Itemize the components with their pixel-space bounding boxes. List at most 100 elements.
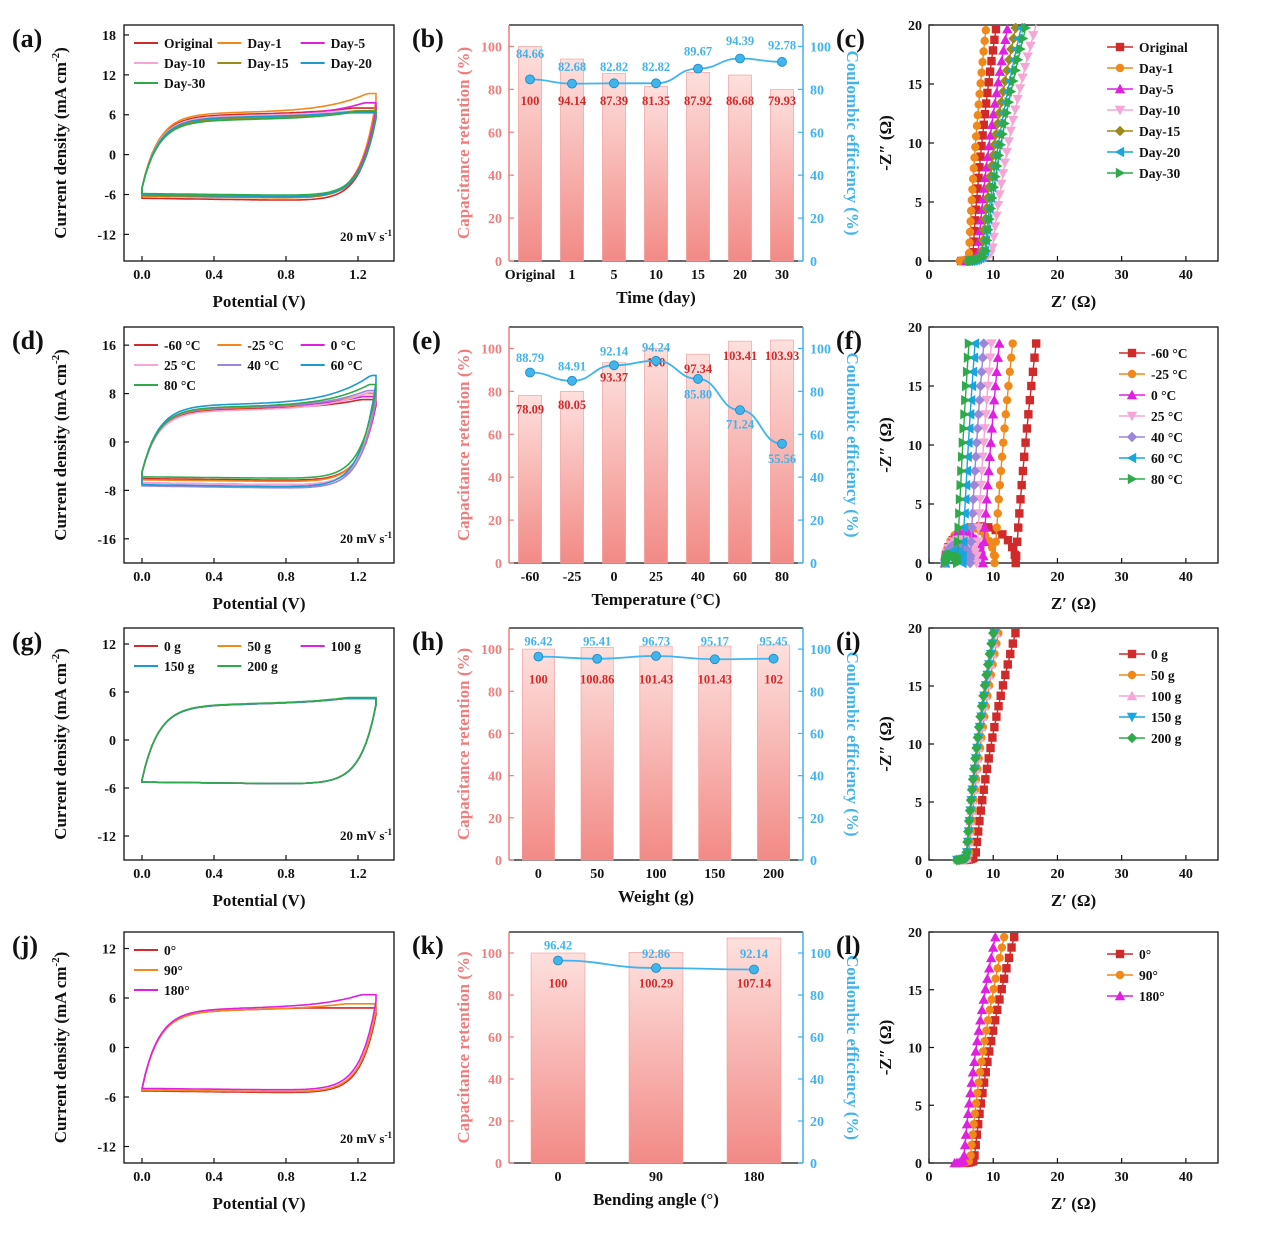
legend-label: Day-30 <box>1139 166 1180 181</box>
efficiency-value-label: 96.73 <box>642 635 670 649</box>
marker <box>953 557 963 569</box>
x-tick-label: 60 <box>733 570 747 585</box>
y-tick-label: 0 <box>915 854 922 869</box>
marker <box>981 669 992 681</box>
y-tick-label: 60 <box>488 126 502 141</box>
marker <box>978 1047 988 1056</box>
bar <box>728 340 752 564</box>
panel-label-h: (h) <box>412 627 444 656</box>
bar-value-label: 101.43 <box>698 673 732 687</box>
y-tick-label: 20 <box>908 622 922 637</box>
marker <box>1002 107 1012 119</box>
x-tick-label: 0.8 <box>277 867 295 882</box>
y2-tick-label: 0 <box>810 1157 817 1172</box>
legend-label: Original <box>164 36 213 51</box>
marker <box>1025 395 1035 405</box>
marker <box>1003 535 1013 545</box>
marker <box>953 550 963 562</box>
efficiency-point <box>735 53 745 64</box>
marker <box>985 952 997 963</box>
y2-tick-label: 20 <box>810 212 824 227</box>
panel-label-e: (e) <box>412 326 441 355</box>
legend-label: Day-1 <box>1139 61 1174 76</box>
x-tick-label: 10 <box>986 867 1000 882</box>
x-axis-title: Z′ (Ω) <box>1051 292 1096 311</box>
marker <box>990 380 1001 391</box>
marker <box>982 659 994 670</box>
bar-value-label: 100.29 <box>639 976 673 990</box>
marker <box>984 451 995 461</box>
marker <box>953 536 964 547</box>
marker <box>1012 94 1023 105</box>
marker <box>994 702 1003 711</box>
y-axis-title: Current density (mA cm-2) <box>50 349 70 541</box>
marker <box>976 79 985 88</box>
x-tick-label: 1.2 <box>349 268 367 283</box>
marker <box>1004 953 1014 963</box>
marker <box>966 522 978 533</box>
legend-label: -60 °C <box>1151 346 1188 361</box>
marker <box>996 179 1007 190</box>
marker <box>974 173 983 183</box>
y-axis-title-tail: ) <box>51 952 70 958</box>
y2-tick-label: 80 <box>810 989 824 1004</box>
x-tick-label: 1.2 <box>349 1170 367 1185</box>
marker <box>1002 964 1011 973</box>
bar <box>602 73 626 262</box>
marker <box>973 721 985 733</box>
marker <box>1002 23 1013 34</box>
cv-curve <box>141 697 377 785</box>
marker <box>984 648 995 660</box>
marker <box>972 121 982 131</box>
marker <box>964 338 975 349</box>
y-axis-title-superscript: -2 <box>50 52 62 62</box>
marker <box>970 216 980 225</box>
marker <box>984 963 995 973</box>
y-axis-title-superscript: -2 <box>50 957 62 967</box>
x-axis-title: Z′ (Ω) <box>1051 891 1096 910</box>
bar <box>726 937 782 1164</box>
y2-tick-label: 40 <box>810 770 824 785</box>
marker <box>971 1099 981 1108</box>
chart-f: 0 10 20 30 40 0 5 10 15 20 Z′ (Ω) -Z″ (Ω) -60 °C -25 … <box>876 321 1219 613</box>
marker <box>970 226 979 236</box>
y-tick-label: 40 <box>488 471 502 486</box>
x-axis-title: Potential (V) <box>212 292 305 311</box>
cv-curve <box>141 374 377 488</box>
marker <box>988 733 997 742</box>
x-tick-label: 25 <box>649 570 663 585</box>
marker <box>973 827 983 836</box>
y2-tick-label: 80 <box>810 685 824 700</box>
bar-value-label: 100.86 <box>580 673 614 687</box>
y-tick-label: 15 <box>908 78 922 93</box>
bar <box>644 348 668 564</box>
marker <box>1114 146 1125 158</box>
x-tick-label: 10 <box>986 570 1000 585</box>
y2-axis-title: Coulombic efficiency (%) <box>843 651 862 836</box>
x-tick-label: 30 <box>1115 867 1129 882</box>
marker <box>1126 431 1138 443</box>
marker <box>979 1078 989 1087</box>
marker <box>1031 339 1041 348</box>
y-tick-label: -12 <box>97 228 116 243</box>
marker <box>990 1016 1000 1025</box>
marker <box>991 24 1001 34</box>
bar <box>518 46 542 262</box>
marker <box>980 983 991 994</box>
marker <box>996 55 1007 66</box>
y2-tick-label: 80 <box>810 83 824 98</box>
marker <box>971 142 980 152</box>
efficiency-value-label: 82.68 <box>558 60 586 74</box>
marker <box>990 551 1000 561</box>
marker <box>971 1035 983 1046</box>
marker <box>978 57 987 67</box>
marker <box>979 785 988 794</box>
marker <box>966 1151 975 1160</box>
y-tick-label: -8 <box>104 484 116 499</box>
marker <box>971 848 981 857</box>
x-tick-label: 1 <box>569 268 576 283</box>
y-tick-label: 20 <box>488 514 502 529</box>
marker <box>986 638 997 649</box>
y2-tick-label: 0 <box>810 255 817 270</box>
marker <box>1126 411 1138 422</box>
